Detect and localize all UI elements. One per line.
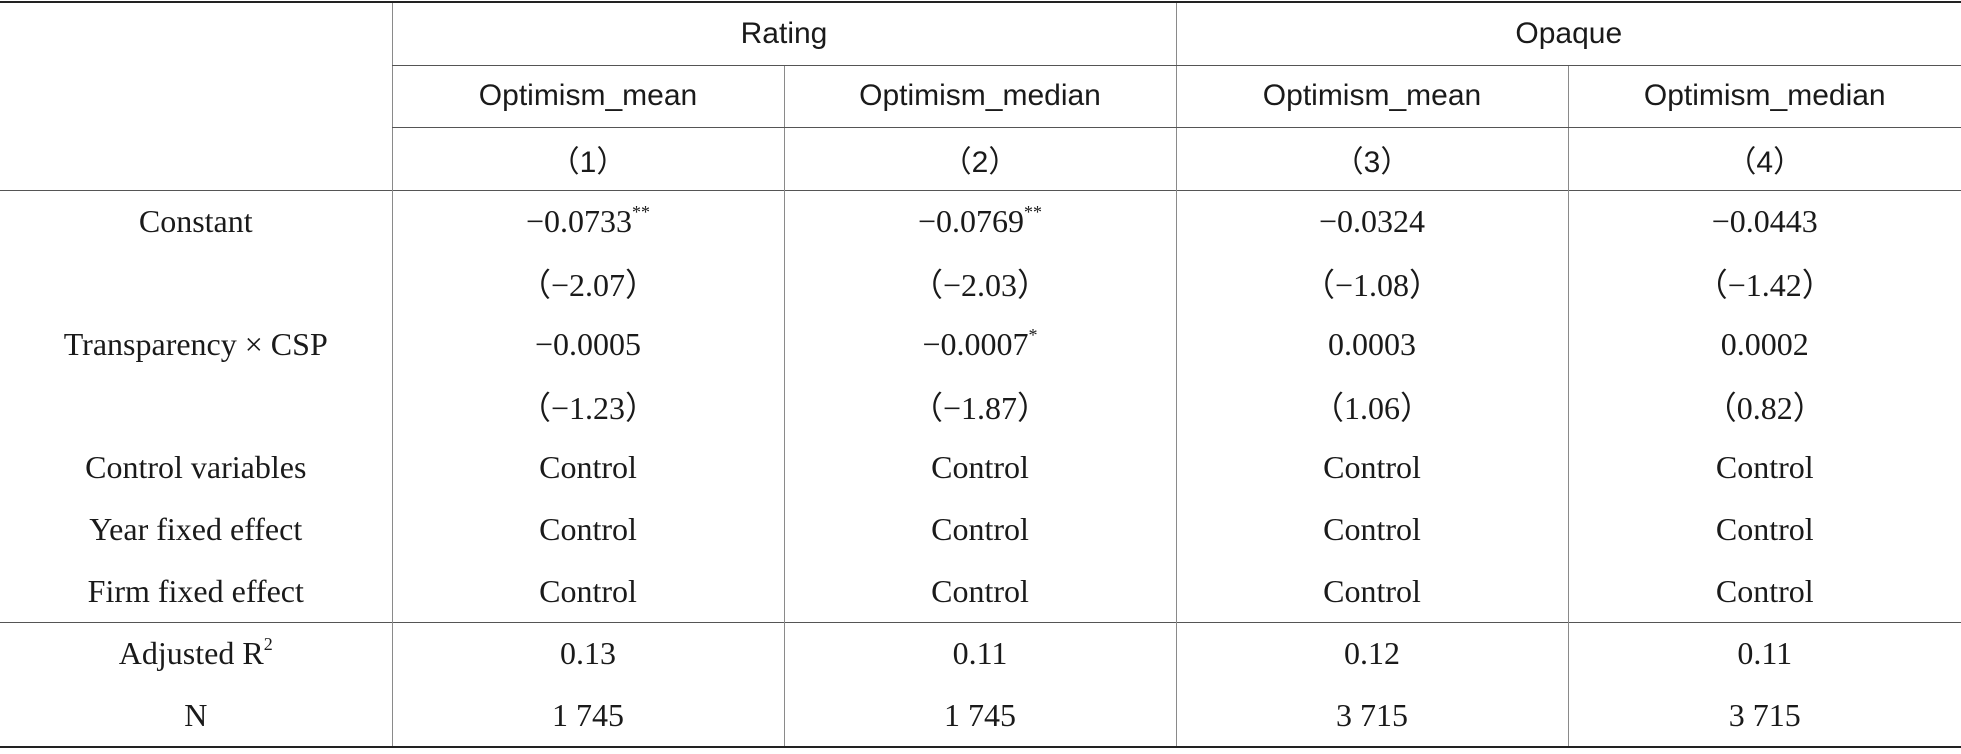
table-cell: Control [391,498,784,561]
header-number-row: （1） （2） （3） （4） [0,127,1961,191]
t-stat: （−2.07） [391,252,784,314]
table-cell: Control [783,498,1176,561]
significance-stars: ** [1024,202,1043,223]
group-opaque: Opaque [1175,0,1961,66]
row-year-fe: Year fixed effect Control Control Contro… [0,498,1961,561]
column-head-3: Optimism_mean [1175,65,1568,129]
coef-cell: −0.0769** [783,189,1176,253]
coef-cell: −0.0007* [783,313,1176,376]
table-cell: Control [391,560,784,623]
row-label: Constant [0,189,392,253]
coef-value: 0.0003 [1328,326,1416,363]
t-stat: （−1.42） [1567,252,1961,314]
row-firm-fe: Firm fixed effect Control Control Contro… [0,560,1961,623]
table-cell: Control [1175,498,1568,561]
table-cell: 1 745 [783,684,1176,749]
coef-cell: −0.0733** [391,189,784,253]
coef-value: −0.0324 [1318,203,1426,240]
column-head-2: Optimism_median [783,65,1176,129]
coef-cell: −0.0005 [391,313,784,376]
t-stat: （−1.08） [1175,252,1568,314]
row-label: N [0,684,392,749]
coef-value: −0.0005 [534,326,642,363]
significance-stars: * [1028,325,1038,346]
table-cell: 0.11 [783,621,1176,685]
table-cell: Control [783,437,1176,499]
row-label: Adjusted R2 [0,621,392,685]
column-head-4: Optimism_median [1567,65,1961,129]
table-cell: Control [1175,437,1568,499]
table-cell: Control [1175,560,1568,623]
row-label: Transparency × CSP [63,326,328,363]
t-stat: （−2.03） [783,252,1176,314]
table-cell: Control [1567,560,1961,623]
t-stat: （0.82） [1567,375,1961,438]
coef-value: −0.0733 [525,203,633,240]
header-group-row: Rating Opaque [0,0,1961,191]
coef-cell: −0.0324 [1175,189,1568,253]
column-number-4: （4） [1567,127,1961,191]
table-cell: 0.13 [391,621,784,685]
row-interaction-tstat: （−1.23） （−1.87） （1.06） （0.82） [0,375,1961,438]
table-cell: 1 745 [391,684,784,749]
coef-value: 0.0002 [1720,326,1809,363]
table-cell: 3 715 [1567,684,1961,749]
table-cell: 3 715 [1175,684,1568,749]
coef-value: −0.0443 [1711,203,1818,240]
coef-cell: 0.0002 [1567,313,1961,376]
table-cell: 0.12 [1175,621,1568,685]
row-controls: Control variables Control Control Contro… [0,437,1961,499]
row-label: Year fixed effect [89,511,303,548]
coef-value: −0.0769 [917,203,1025,240]
column-number-2: （2） [783,127,1176,191]
row-label: Control variables [85,449,307,486]
table-cell: 0.11 [1567,621,1961,685]
row-label: Firm fixed effect [87,572,304,609]
header-corner [0,0,392,191]
row-constant: Constant −0.0733** −0.0769** −0.0324 −0.… [0,189,1961,253]
group-rating: Rating [391,0,1176,66]
row-interaction: Transparency × CSP −0.0005 −0.0007* 0.00… [0,313,1961,376]
table-cell: Control [391,437,784,499]
significance-stars: ** [632,202,651,223]
table-cell: Control [783,560,1176,623]
row-constant-tstat: （−2.07） （−2.03） （−1.08） （−1.42） [0,252,1961,314]
t-stat: （1.06） [1175,375,1568,438]
t-stat: （−1.87） [783,375,1176,438]
header-column-row: Optimism_mean Optimism_median Optimism_m… [0,65,1961,129]
t-stat: （−1.23） [391,375,784,438]
coef-cell: −0.0443 [1567,189,1961,253]
table-cell: Control [1567,437,1961,499]
table-cell: Control [1567,498,1961,561]
column-head-1: Optimism_mean [391,65,784,129]
row-adjusted-r2: Adjusted R2 0.13 0.11 0.12 0.11 [0,621,1961,685]
superscript: 2 [263,634,273,655]
column-number-3: （3） [1175,127,1568,191]
coef-cell: 0.0003 [1175,313,1568,376]
coef-value: −0.0007 [922,326,1029,363]
row-n: N 1 745 1 745 3 715 3 715 [0,684,1961,749]
column-number-1: （1） [391,127,784,191]
row-label-text: Adjusted R [118,635,264,672]
